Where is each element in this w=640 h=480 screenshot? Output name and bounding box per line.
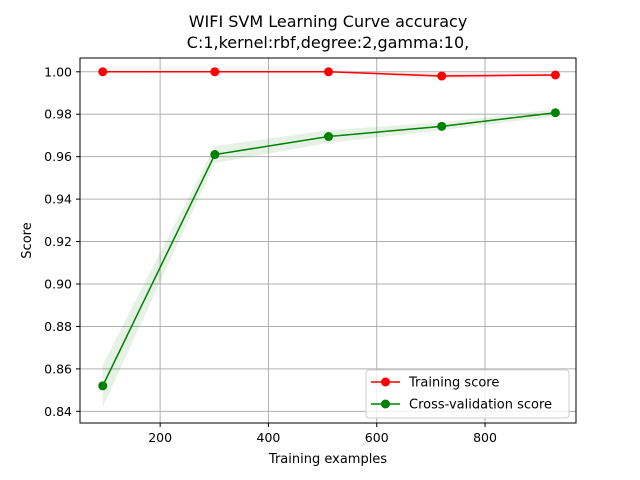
x-axis-label: Training examples xyxy=(268,452,387,467)
y-tick-label: 0.86 xyxy=(44,361,72,376)
plot-frame xyxy=(79,57,577,424)
y-tick-label: 0.96 xyxy=(44,149,72,164)
training-score-point xyxy=(210,67,220,77)
x-tick-label: 200 xyxy=(148,430,172,445)
chart-title: WIFI SVM Learning Curve accuracy xyxy=(189,12,468,31)
y-tick-label: 0.94 xyxy=(44,192,72,207)
x-tick-label: 800 xyxy=(473,430,497,445)
y-tick-label: 0.90 xyxy=(44,277,72,292)
y-tick-label: 0.88 xyxy=(44,319,72,334)
x-tick-label: 600 xyxy=(365,430,389,445)
y-tick-label: 0.92 xyxy=(44,234,72,249)
y-tick-label: 0.84 xyxy=(44,404,72,419)
grid xyxy=(80,58,576,423)
cross-validation-score-point xyxy=(550,108,560,118)
training-score-point xyxy=(437,71,447,81)
cross-validation-score-point xyxy=(437,121,447,131)
data-series xyxy=(98,67,560,391)
legend-label-training: Training score xyxy=(408,376,499,391)
training-score-point xyxy=(324,67,334,77)
legend-label-cross-validation: Cross-validation score xyxy=(409,398,552,413)
cross-validation-score-point xyxy=(324,132,334,142)
y-tick-label: 1.00 xyxy=(44,64,72,79)
legend: Training score Cross-validation score xyxy=(365,369,570,419)
training-score-point xyxy=(98,67,108,77)
cross-validation-score-band xyxy=(102,109,556,408)
legend-box xyxy=(365,369,570,419)
legend-marker-training xyxy=(381,377,390,387)
legend-marker-cross-validation xyxy=(381,399,390,409)
x-axis-ticks: 200 400 600 800 xyxy=(148,423,497,445)
y-axis-label: Score xyxy=(20,222,35,258)
cross-validation-score-point xyxy=(210,150,220,160)
y-axis-ticks: 0.84 0.86 0.88 0.90 0.92 0.94 0.96 0.98 1.00 xyxy=(44,64,80,419)
chart-subtitle: C:1,kernel:rbf,degree:2,gamma:10, xyxy=(187,33,469,52)
y-tick-label: 0.98 xyxy=(44,107,72,122)
training-score-point xyxy=(550,70,560,80)
cross-validation-score-point xyxy=(98,381,108,391)
x-tick-label: 400 xyxy=(257,430,281,445)
confidence-bands xyxy=(102,71,556,408)
